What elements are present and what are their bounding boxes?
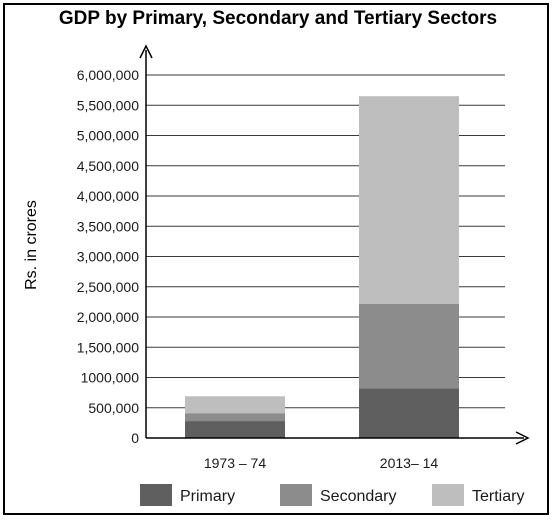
x-tick-labels: 1973 – 74 2013– 14 <box>204 455 439 471</box>
legend-label-secondary: Secondary <box>320 488 397 505</box>
y-tick-label: 0 <box>131 430 139 446</box>
legend-swatch-secondary <box>280 484 312 506</box>
y-tick-label: 5,000,000 <box>77 128 139 144</box>
bar-secondary <box>185 413 285 422</box>
bar-primary <box>185 421 285 438</box>
bar-tertiary <box>185 396 285 414</box>
y-tick-label: 3,500,000 <box>77 218 139 234</box>
x-tick-label: 2013– 14 <box>380 455 439 471</box>
y-tick-label: 4,500,000 <box>77 158 139 174</box>
legend-swatch-primary <box>140 484 172 506</box>
x-tick-label: 1973 – 74 <box>204 455 266 471</box>
chart-title: GDP by Primary, Secondary and Tertiary S… <box>58 8 498 29</box>
y-tick-label: 5,500,000 <box>77 97 139 113</box>
y-axis-label: Rs. in crores <box>23 200 40 290</box>
y-tick-label: 4,000,000 <box>77 188 139 204</box>
bar-tertiary <box>359 96 459 304</box>
legend-label-primary: Primary <box>180 488 235 505</box>
legend: Primary Secondary Tertiary <box>140 484 524 506</box>
bars <box>185 96 459 438</box>
y-tick-labels: 0 500,000 1000,000 1,500,000 2,000,000 2,500,… <box>77 67 140 446</box>
legend-swatch-tertiary <box>432 484 464 506</box>
axes <box>139 44 530 445</box>
x-axis-arrow <box>515 431 530 445</box>
y-tick-label: 1000,000 <box>81 370 140 386</box>
y-tick-label: 6,000,000 <box>77 67 139 83</box>
y-tick-label: 3,000,000 <box>77 249 139 265</box>
y-tick-label: 1,500,000 <box>77 339 139 355</box>
bar-primary <box>359 388 459 438</box>
y-axis-arrow <box>139 44 153 59</box>
y-tick-label: 2,000,000 <box>77 309 139 325</box>
y-tick-label: 2,500,000 <box>77 279 139 295</box>
y-tick-label: 500,000 <box>88 400 139 416</box>
legend-label-tertiary: Tertiary <box>472 488 524 505</box>
bar-secondary <box>359 303 459 389</box>
